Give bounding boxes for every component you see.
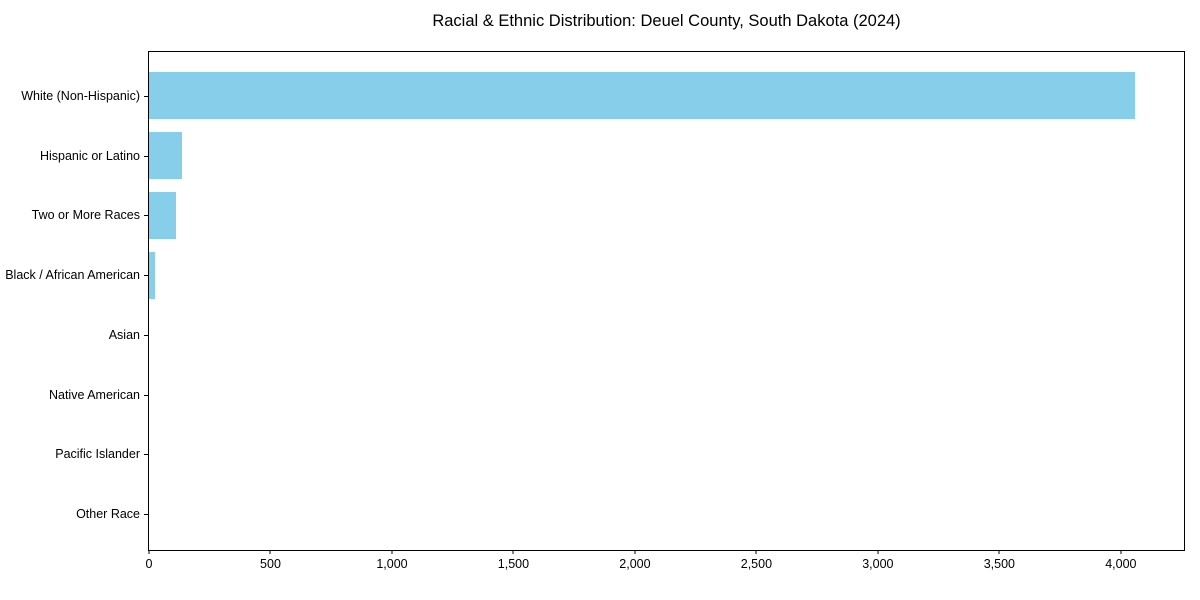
y-axis-tick (144, 275, 148, 277)
category-label: Asian (108, 327, 140, 342)
chart-title: Racial & Ethnic Distribution: Deuel Coun… (432, 12, 901, 30)
x-axis-tick-label: 3,000 (862, 557, 894, 571)
bar-row: Native American (49, 365, 1184, 425)
bar-row: Hispanic or Latino (40, 126, 1184, 186)
x-axis-tick (755, 550, 757, 554)
category-label: Hispanic or Latino (39, 148, 140, 163)
y-axis-tick (144, 514, 148, 516)
category-label: Other Race (76, 507, 140, 522)
y-axis-tick (144, 215, 148, 217)
x-axis-tick-label: 2,500 (740, 557, 773, 571)
y-axis-tick (144, 95, 148, 97)
x-axis-tick (634, 550, 636, 554)
x-axis-tick (1120, 550, 1122, 554)
x-axis-tick (391, 550, 393, 554)
x-axis-tick-label: 3,500 (983, 557, 1015, 571)
bar-row: Asian (109, 305, 1184, 365)
category-label: Black / African American (5, 268, 140, 283)
category-label: Two or More Races (31, 208, 140, 223)
y-axis-tick (144, 334, 148, 336)
y-axis-tick (144, 394, 148, 396)
x-axis-tick (998, 550, 1000, 554)
x-axis-tick-label: 1,500 (497, 557, 530, 571)
bar-row: Pacific Islander (55, 425, 1184, 485)
x-axis-tick-label: 1,000 (376, 557, 408, 571)
bar (149, 72, 1136, 120)
x-axis-tick (269, 550, 271, 554)
bar (149, 132, 183, 180)
x-axis-tick-label: 0 (145, 557, 153, 571)
bar-row: White (Non-Hispanic) (21, 66, 1184, 126)
bar-row: Other Race (76, 484, 1184, 544)
category-label: Native American (48, 387, 140, 402)
x-axis-tick (512, 550, 514, 554)
bar (149, 251, 156, 299)
bar (149, 191, 176, 239)
bar-row: Two or More Races (32, 186, 1184, 246)
category-label: Pacific Islander (55, 447, 140, 462)
x-axis-tick (148, 550, 150, 554)
category-label: White (Non-Hispanic) (21, 88, 140, 103)
x-axis-tick-label: 4,000 (1105, 557, 1137, 571)
x-axis-tick (877, 550, 879, 554)
plot-area: White (Non-Hispanic) Hispanic or Latino Tw… (5, 51, 1185, 571)
x-axis-tick-label: 500 (260, 557, 281, 571)
x-axis-tick-label: 2,000 (619, 557, 651, 571)
y-axis-tick (144, 454, 148, 456)
y-axis-tick (144, 155, 148, 157)
bar-row: Black / African American (5, 245, 1184, 305)
